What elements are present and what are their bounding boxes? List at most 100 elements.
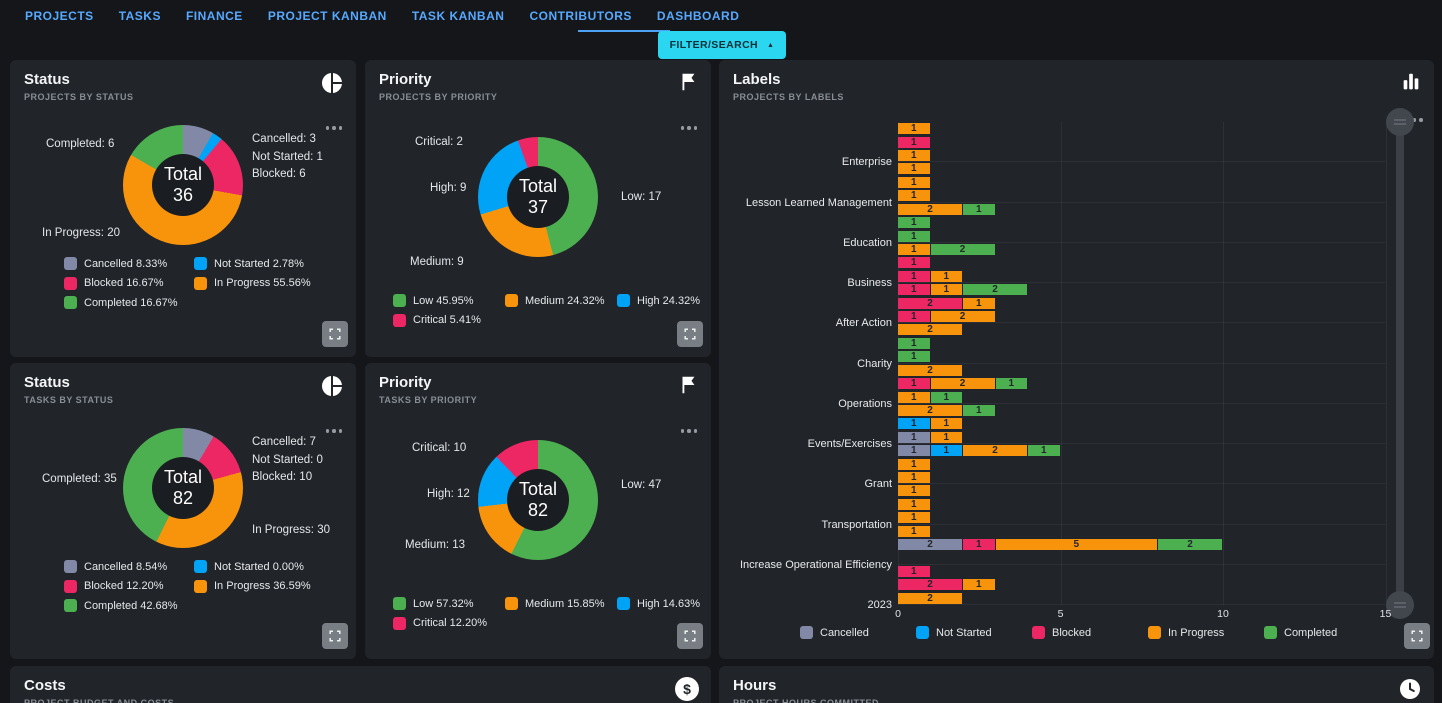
bar-row (898, 551, 1403, 564)
chart-scrollbar-thumb-top[interactable] (1386, 108, 1414, 136)
expand-button[interactable] (322, 623, 348, 649)
legend-item[interactable]: Completed 16.67% (64, 293, 194, 313)
dollar-icon: $ (675, 677, 699, 701)
bar-segment: 1 (898, 190, 930, 202)
labels-card: Labels PROJECTS BY LABELS Enterprise 1 1 1 L… (719, 60, 1434, 659)
gridline (1385, 122, 1387, 605)
donut-chart: Total 82 (478, 440, 598, 560)
bar-group: Increase Operational Efficiency 1 2 1 5 2 (740, 525, 1403, 571)
bar-row: 1 (898, 498, 1403, 511)
category-label: Increase Operational Efficiency (739, 558, 892, 571)
x-axis-tick: 0 (895, 608, 901, 620)
bar-segment: 2 (898, 579, 962, 591)
x-axis-tick: 10 (1217, 608, 1229, 620)
legend-item[interactable]: Cancelled 8.54% (64, 557, 194, 577)
legend-item[interactable]: High 14.63% (617, 594, 729, 614)
nav-tab-project-kanban[interactable]: PROJECT KANBAN (267, 9, 387, 23)
callout-not-started: Not Started: 0 (252, 454, 323, 466)
nav-tab-task-kanban[interactable]: TASK KANBAN (411, 9, 505, 23)
card-title: Priority (379, 374, 432, 391)
callout-critical: Critical: 2 (415, 136, 463, 148)
expand-button[interactable] (677, 623, 703, 649)
legend-item[interactable]: Blocked 12.20% (64, 577, 194, 597)
legend-item[interactable]: Critical 12.20% (393, 614, 505, 634)
callout-cancelled: Cancelled: 3 (252, 133, 316, 145)
legend-item[interactable]: In Progress 36.59% (194, 577, 324, 597)
card-header: Hours PROJECT HOURS COMMITTED (719, 666, 1434, 703)
legend-item[interactable]: Cancelled (800, 623, 916, 643)
bar-row: 1 (898, 176, 1403, 189)
bar-segment: 1 (963, 579, 995, 591)
bar-segment: 1 (930, 418, 962, 430)
legend-item[interactable]: Critical 5.41% (393, 311, 505, 331)
nav-tab-finance[interactable]: FINANCE (185, 9, 243, 23)
category-label: Charity (857, 357, 892, 370)
bar-segment: 1 (963, 297, 995, 309)
category-label: Events/Exercises (807, 438, 892, 450)
bar-segment: 2 (898, 539, 962, 551)
legend-item[interactable]: Not Started (916, 623, 1032, 643)
bar-segment: 1 (898, 257, 930, 269)
category-label: Business (847, 277, 892, 289)
card-menu-dots[interactable] (325, 126, 342, 130)
nav-tab-dashboard[interactable]: DASHBOARD (656, 9, 740, 23)
legend-item[interactable]: Not Started 2.78% (194, 254, 324, 274)
category-label: Lesson Learned Management (745, 196, 892, 209)
callout-low: Low: 17 (621, 191, 662, 203)
bar-group: After Action 1 1 2 2 1 1 2 (836, 283, 1403, 329)
card-menu-dots[interactable] (325, 429, 342, 433)
legend-label: Not Started (936, 626, 992, 639)
legend-item[interactable]: Blocked (1032, 623, 1148, 643)
legend-item[interactable]: In Progress 55.56% (194, 274, 324, 294)
legend-item[interactable]: Completed (1264, 623, 1380, 643)
callout-low: Low: 47 (621, 479, 662, 491)
donut-center: Total 82 (152, 457, 214, 519)
pie-chart-icon (320, 374, 344, 403)
nav-tab-projects[interactable]: PROJECTS (25, 9, 94, 23)
expand-button[interactable] (1404, 623, 1430, 649)
projects-status-card: Status PROJECTS BY STATUS Total 36 Compl… (10, 60, 356, 357)
card-menu-dots[interactable] (680, 126, 697, 130)
bar-segment: 1 (898, 150, 930, 162)
legend-item[interactable]: Low 45.95% (393, 291, 505, 311)
legend-item[interactable]: High 24.32% (617, 291, 729, 311)
bar-segment: 1 (930, 391, 962, 403)
bar-segment: 1 (898, 565, 930, 577)
legend-item[interactable]: Blocked 16.67% (64, 274, 194, 294)
bar-segment: 1 (930, 284, 962, 296)
legend-item[interactable]: Medium 24.32% (505, 291, 617, 311)
chart-scrollbar-thumb-bottom[interactable] (1386, 591, 1414, 619)
legend-swatch (64, 560, 77, 574)
legend-item[interactable]: Not Started 0.00% (194, 557, 324, 577)
card-menu-dots[interactable] (680, 429, 697, 433)
filter-search-button[interactable]: FILTER/SEARCH ▲ (658, 31, 786, 59)
expand-button[interactable] (322, 321, 348, 347)
legend-item[interactable]: Completed 42.68% (64, 596, 194, 616)
legend-item[interactable]: Medium 15.85% (505, 594, 617, 614)
legend-item[interactable]: In Progress (1148, 623, 1264, 643)
card-subtitle: PROJECTS BY PRIORITY (379, 92, 498, 102)
nav-tab-tasks[interactable]: TASKS (118, 9, 161, 23)
pie-chart-icon (320, 71, 344, 100)
x-axis-tick: 5 (1057, 608, 1064, 620)
legend-swatch (800, 626, 813, 640)
legend-label: In Progress (1168, 626, 1225, 639)
legend-label: High 24.32% (637, 294, 700, 307)
legend-swatch (505, 294, 518, 308)
nav-tab-contributors[interactable]: CONTRIBUTORS (529, 9, 632, 23)
callout-completed: Completed: 6 (46, 138, 115, 150)
chart-scrollbar-track[interactable] (1396, 122, 1404, 606)
category-label: Transportation (821, 518, 892, 531)
donut-total-label: Total (518, 176, 558, 197)
bar-row: 2 (898, 364, 1403, 377)
bar-segment: 1 (898, 378, 930, 390)
callout-blocked: Blocked: 6 (252, 168, 306, 180)
callout-in-progress: In Progress: 20 (42, 227, 120, 239)
legend-item[interactable]: Low 57.32% (393, 594, 505, 614)
legend-item[interactable]: Cancelled 8.33% (64, 254, 194, 274)
expand-button[interactable] (677, 321, 703, 347)
